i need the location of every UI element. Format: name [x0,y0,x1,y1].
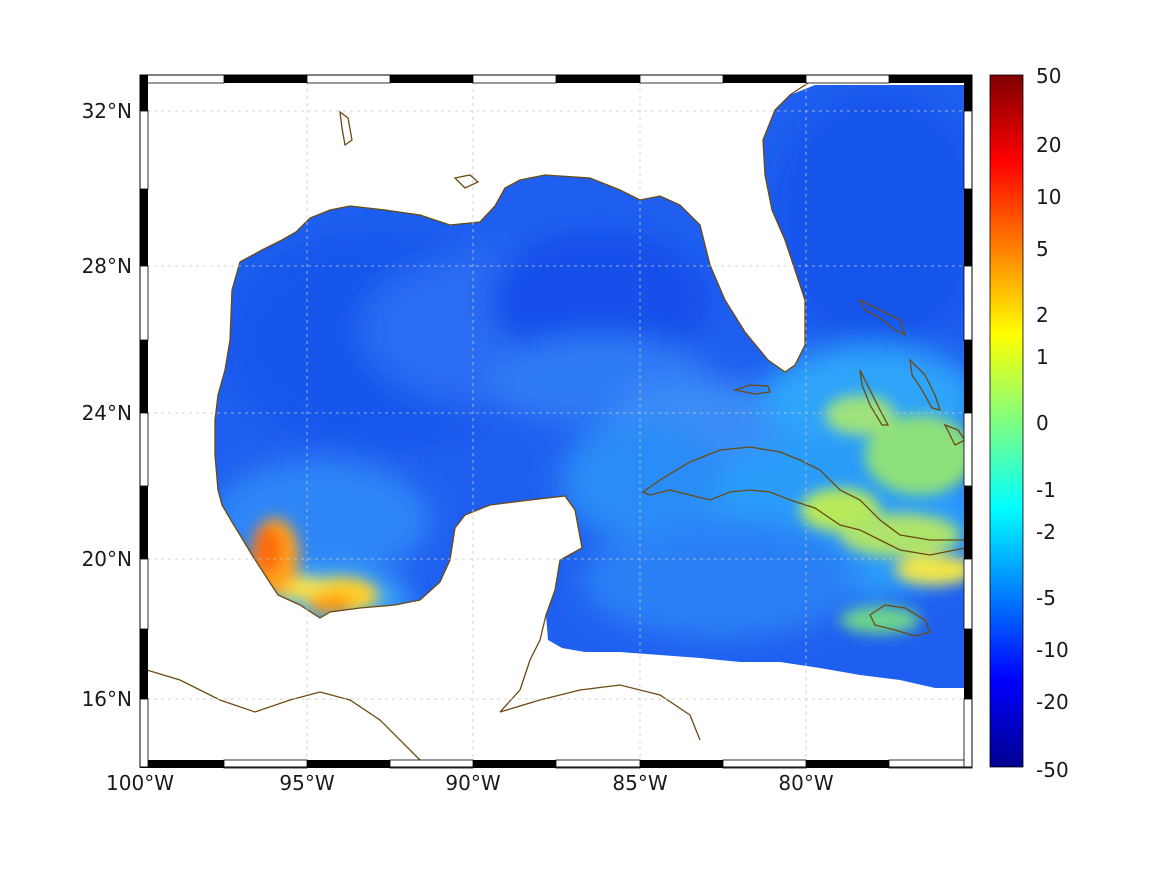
colorbar-label: 20 [1036,133,1061,157]
lat-tick-label: 16°N [82,687,132,711]
colorbar-gradient [989,74,1024,768]
colorbar-label: 2 [1036,303,1049,327]
colorbar-label: -10 [1036,638,1069,662]
lon-tick-label: 100°W [106,771,174,795]
lat-tick-labels: 32°N 28°N 24°N 20°N 16°N [82,99,132,711]
lon-tick-label: 95°W [279,771,334,795]
colorbar-labels: 50 20 10 5 2 1 0 -1 -2 -5 -10 -20 -50 [1036,64,1069,782]
colorbar-label: -5 [1036,586,1056,610]
lon-tick-label: 90°W [445,771,500,795]
colorbar-label: 50 [1036,64,1061,88]
lon-tick-labels: 100°W 95°W 90°W 85°W 80°W [106,771,834,795]
colorbar-label: -20 [1036,690,1069,714]
lat-tick-label: 28°N [82,254,132,278]
colorbar-label: 0 [1036,411,1049,435]
grid [140,75,972,767]
colorbar-label: -1 [1036,478,1056,502]
colorbar-label: 5 [1036,237,1049,261]
colorbar-label: 1 [1036,345,1049,369]
colorbar: 50 20 10 5 2 1 0 -1 -2 -5 -10 -20 -50 [989,64,1069,782]
lon-tick-label: 80°W [778,771,833,795]
coastlines [140,75,966,761]
map-frame [139,74,973,769]
colorbar-label: -2 [1036,520,1056,544]
colorbar-label: 10 [1036,185,1061,209]
colorbar-label: -50 [1036,758,1069,782]
lat-tick-label: 24°N [82,401,132,425]
data-field [215,85,965,688]
lat-tick-label: 20°N [82,547,132,571]
lat-tick-label: 32°N [82,99,132,123]
lon-tick-label: 85°W [612,771,667,795]
